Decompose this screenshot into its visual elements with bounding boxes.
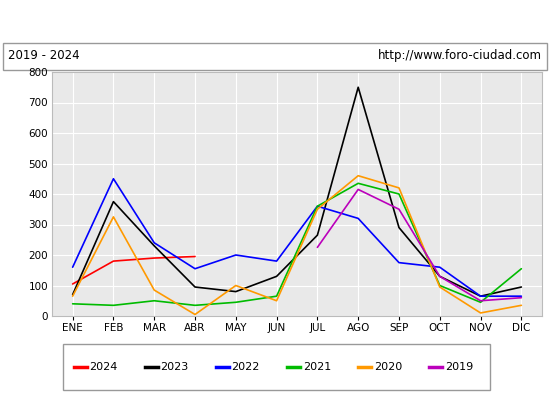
Text: 2024: 2024 <box>90 362 118 372</box>
Text: 2021: 2021 <box>302 362 331 372</box>
Text: 2023: 2023 <box>161 362 189 372</box>
Text: 2020: 2020 <box>373 362 402 372</box>
Text: 2022: 2022 <box>232 362 260 372</box>
Text: http://www.foro-ciudad.com: http://www.foro-ciudad.com <box>378 50 542 62</box>
Text: 2019 - 2024: 2019 - 2024 <box>8 50 80 62</box>
Text: Evolucion Nº Turistas Extranjeros en el municipio de Aisa: Evolucion Nº Turistas Extranjeros en el … <box>39 14 512 28</box>
Text: 2019: 2019 <box>445 362 473 372</box>
